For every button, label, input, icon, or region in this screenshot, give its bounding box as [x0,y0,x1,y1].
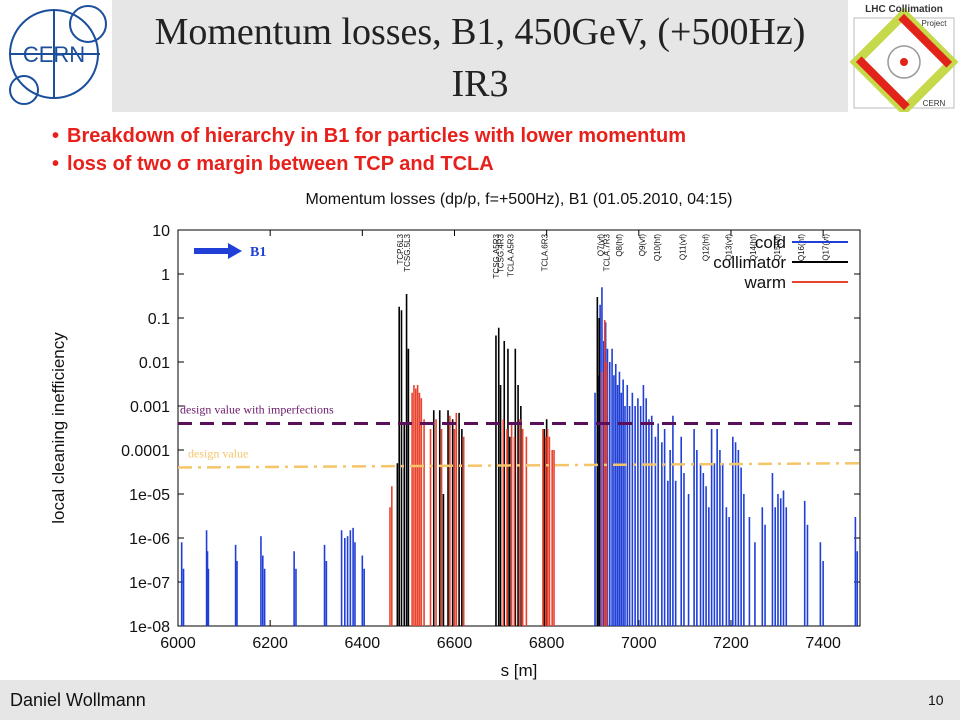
element-label: Q10(hf) [653,234,662,261]
reference-line [177,461,861,469]
element-label: TCLA.A5R3 [507,233,516,276]
lhc-logo-project: Project [922,19,948,28]
element-label: Q13(vf) [725,234,734,261]
author-name: Daniel Wollmann [10,690,146,710]
reference-lines: design value with imperfections design va… [177,403,861,469]
lhc-collimation-logo: LHC Collimation Project CERN [849,4,959,112]
element-label: Q12(hf) [702,234,711,261]
y-tick-label: 0.01 [139,355,170,372]
legend-label: warm [743,273,786,292]
element-label: TCSG.5L3 [403,233,412,271]
plot-frame [177,229,861,627]
y-tick-label: 1e-08 [129,619,170,636]
beam-marker: B1 [194,243,266,260]
y-axis-label: local cleaning inefficiency [49,332,68,524]
bullet-list: Breakdown of hierarchy in B1 for particl… [52,122,932,178]
x-axis-label: s [m] [501,661,538,680]
lhc-logo-cern: CERN [923,99,946,108]
y-tick-label: 1e-07 [129,575,170,592]
element-label: Q15(vf) [773,234,782,261]
slide-header: CERN LHC Collimation Project CERN Moment… [0,0,960,112]
slide-title-line-2: IR3 [451,63,509,105]
slide-title: Momentum losses, B1, 450GeV, (+500Hz) IR… [112,6,848,110]
element-label: TCSG.4R3 [497,233,506,273]
y-tick-label: 1e-06 [129,531,170,548]
y-tick-label: 1 [161,267,170,284]
page-number: 10 [928,692,944,708]
element-label: Q17(vf) [821,234,830,261]
y-tick-label: 10 [152,223,170,240]
x-tick-label: 6400 [345,635,381,652]
y-tick-label: 0.0001 [121,443,170,460]
annotation-design-value: design value [188,447,248,461]
element-label: TCLA.6R3 [540,233,549,271]
x-tick-label: 7400 [805,635,841,652]
slide-title-line-1: Momentum losses, B1, 450GeV, (+500Hz) [154,11,806,53]
slide-footer: Daniel Wollmann 10 [0,680,960,720]
x-tick-label: 7200 [713,635,749,652]
element-label: Q16(hf) [797,234,806,261]
chart-title: Momentum losses (dp/p, f=+500Hz), B1 (01… [306,191,733,208]
x-tick-label: 6200 [252,635,288,652]
beam-arrow-icon [228,243,242,259]
x-tick-label: 6600 [437,635,473,652]
element-label: TCSG.A5R3 [492,233,501,278]
x-tick-label: 6000 [160,635,196,652]
element-label: Q14(hf) [749,234,758,261]
momentum-loss-chart: Momentum losses (dp/p, f=+500Hz), B1 (01… [49,191,861,680]
element-label: Q9(vf) [638,234,647,257]
title-band [112,0,848,112]
element-label: Q11(vf) [679,234,688,260]
y-tick-label: 1e-05 [129,487,170,504]
loss-bars [180,287,859,626]
lhc-logo-title: LHC Collimation [865,4,943,15]
cern-logo: CERN [9,5,107,105]
bullet-item: loss of two σ margin between TCP and TCL… [52,150,932,178]
annotation-design-imperfections: design value with imperfections [180,403,334,417]
legend-label: collimator [713,253,786,272]
element-label: TCLA.7R3 [603,233,612,271]
axis-ticks: 6000 6200 6400 6600 6800 7000 7200 7400 10 1 0.1 0.… [121,223,860,652]
x-tick-label: 7000 [621,635,657,652]
legend-label: cold [755,233,786,252]
element-label: TCP.6L3 [396,233,405,264]
element-label: Q8(hf) [615,234,624,257]
element-label: Q7(vf) [597,234,606,257]
cern-logo-text: CERN [23,42,85,67]
beam-label: B1 [250,245,266,260]
y-tick-label: 0.1 [148,311,170,328]
y-tick-label: 0.001 [130,399,170,416]
x-tick-label: 6800 [529,635,565,652]
bullet-item: Breakdown of hierarchy in B1 for particl… [52,122,932,150]
